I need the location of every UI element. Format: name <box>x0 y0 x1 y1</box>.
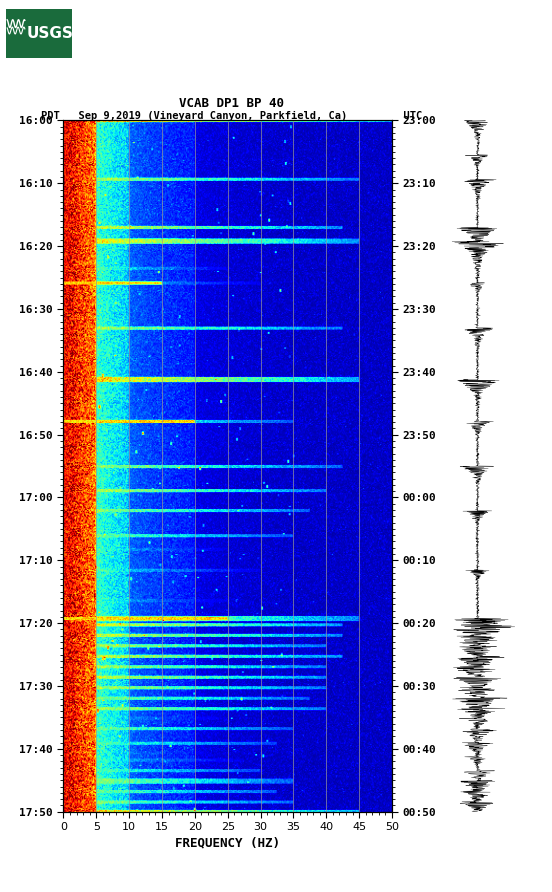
Text: PDT   Sep 9,2019 (Vineyard Canyon, Parkfield, Ca)         UTC: PDT Sep 9,2019 (Vineyard Canyon, Parkfie… <box>41 112 422 121</box>
Text: USGS: USGS <box>26 26 73 41</box>
Text: VCAB DP1 BP 40: VCAB DP1 BP 40 <box>179 96 284 110</box>
FancyBboxPatch shape <box>6 9 72 58</box>
X-axis label: FREQUENCY (HZ): FREQUENCY (HZ) <box>175 837 280 849</box>
